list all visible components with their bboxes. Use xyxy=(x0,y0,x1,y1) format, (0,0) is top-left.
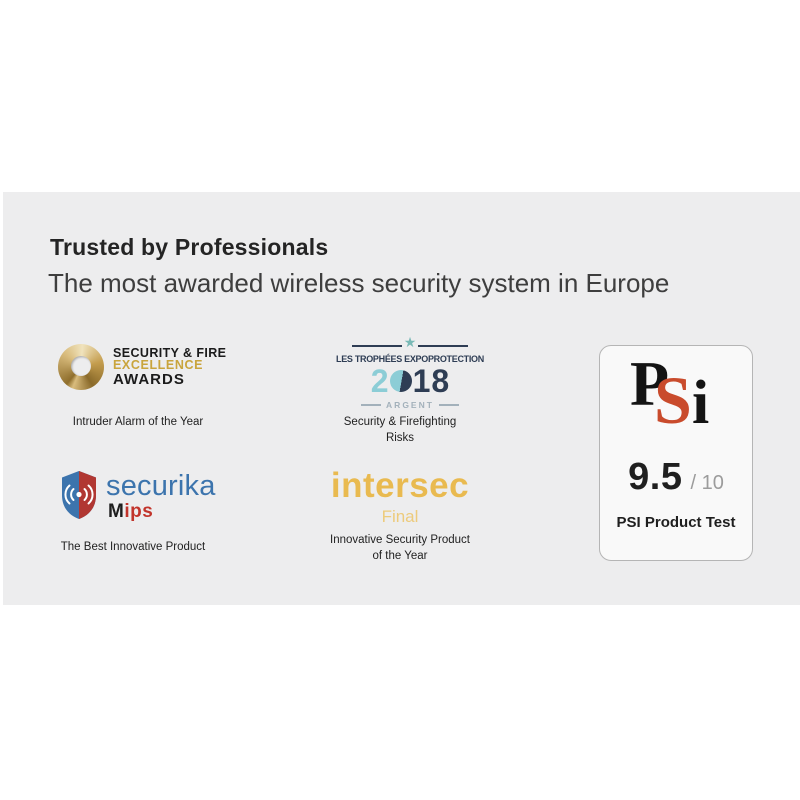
expoprotection-title: LES TROPHÉES EXPOPROTECTION xyxy=(336,354,484,364)
award-caption-firefighting-risks: Security & Firefighting Risks xyxy=(343,416,457,444)
award-caption-intruder-alarm: Intruder Alarm of the Year xyxy=(72,416,204,428)
award-expoprotection: ★ LES TROPHÉES EXPOPROTECTION 2 0 1 8 AR… xyxy=(336,336,484,410)
award-logo-line: AWARDS xyxy=(113,371,185,389)
psi-card-caption: PSI Product Test xyxy=(616,514,736,531)
divider-line xyxy=(352,345,402,347)
page-subtitle: The most awarded wireless security syste… xyxy=(48,268,670,298)
year-digit: 1 xyxy=(412,363,431,399)
award-logo-text: SECURITY & FIRE EXCELLENCE AWARDS xyxy=(113,345,227,389)
psi-product-test-card: P S i 9.5 / 10 PSI Product Test xyxy=(599,345,753,561)
intersec-wordmark: intersec xyxy=(330,466,470,505)
expoprotection-year: 2 0 1 8 xyxy=(371,365,449,397)
award-logo-line: SECURITY & FIRE xyxy=(113,345,227,360)
psi-letter-s: S xyxy=(654,362,692,438)
award-caption-innovative-security: Innovative Security Product of the Year xyxy=(330,534,470,562)
mips-wordmark: Mips xyxy=(108,501,154,522)
page-title: Trusted by Professionals xyxy=(50,234,329,261)
year-digit-disc-icon: 0 xyxy=(389,370,412,392)
medal-label: ARGENT xyxy=(386,400,434,410)
expoprotection-star-row: ★ xyxy=(352,336,468,352)
year-digit: 2 xyxy=(370,363,389,399)
divider-line xyxy=(418,345,468,347)
securika-logo-text: securika Mips xyxy=(106,470,216,524)
award-security-fire-excellence: SECURITY & FIRE EXCELLENCE AWARDS xyxy=(58,344,226,390)
gold-ring-icon xyxy=(58,344,104,390)
divider-line xyxy=(361,404,382,406)
year-digit: 8 xyxy=(431,363,450,399)
securika-wordmark: securika xyxy=(106,470,216,502)
psi-letter-p: P xyxy=(630,348,670,419)
divider-line xyxy=(438,404,459,406)
psi-letter-i: i xyxy=(692,369,710,437)
award-caption-best-innovative: The Best Innovative Product xyxy=(60,541,206,553)
award-intersec: intersec Final xyxy=(330,468,470,527)
shield-icon xyxy=(62,471,96,519)
award-logo-line: EXCELLENCE xyxy=(113,358,204,373)
psi-score-row: 9.5 / 10 xyxy=(600,456,752,499)
intersec-final-label: Final xyxy=(381,507,419,526)
psi-score-scale: / 10 xyxy=(690,472,724,494)
award-securika-mips: securika Mips xyxy=(60,470,216,524)
psi-score-value: 9.5 xyxy=(628,456,683,498)
expoprotection-medal-row: ARGENT xyxy=(361,400,459,410)
psi-logo: P S i xyxy=(630,352,725,455)
